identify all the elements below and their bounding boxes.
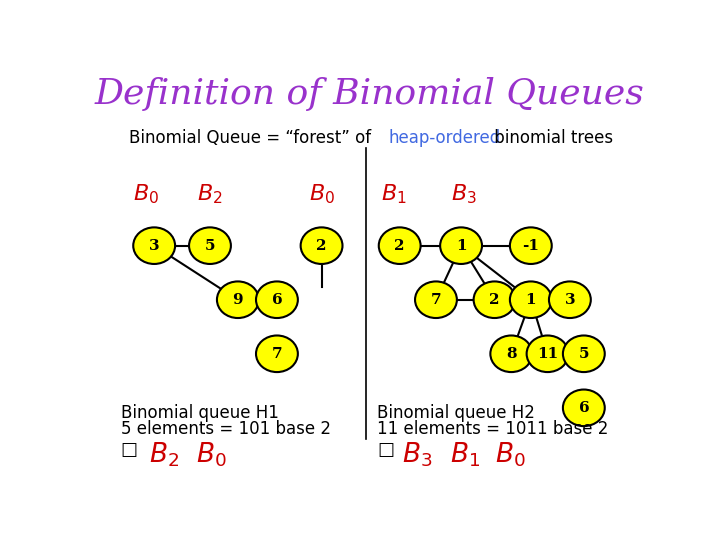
Ellipse shape [379,227,420,264]
Text: 2: 2 [395,239,405,253]
Ellipse shape [510,227,552,264]
Text: 11 elements = 1011 base 2: 11 elements = 1011 base 2 [377,420,608,438]
Text: 5: 5 [204,239,215,253]
Text: $B_0$: $B_0$ [132,183,159,206]
Ellipse shape [256,335,298,372]
Ellipse shape [301,227,343,264]
Text: heap-ordered: heap-ordered [389,129,501,147]
Text: □: □ [377,441,395,459]
Ellipse shape [510,281,552,318]
Text: Binomial Queue = “forest” of: Binomial Queue = “forest” of [129,129,377,147]
Text: 5 elements = 101 base 2: 5 elements = 101 base 2 [121,420,330,438]
Text: 6: 6 [578,401,589,415]
Text: 7: 7 [271,347,282,361]
Text: 8: 8 [506,347,517,361]
Ellipse shape [563,335,605,372]
Text: 2: 2 [490,293,500,307]
Text: 11: 11 [537,347,558,361]
Text: 3: 3 [149,239,160,253]
Ellipse shape [217,281,258,318]
Ellipse shape [415,281,457,318]
Ellipse shape [563,389,605,426]
Ellipse shape [474,281,516,318]
Text: 1: 1 [526,293,536,307]
Text: $B_1$: $B_1$ [382,183,407,206]
Text: 6: 6 [271,293,282,307]
Ellipse shape [549,281,591,318]
Text: $B_2$: $B_2$ [148,440,179,469]
Text: 1: 1 [456,239,467,253]
Text: binomial trees: binomial trees [489,129,613,147]
Text: $B_3$: $B_3$ [402,440,433,469]
Text: 3: 3 [564,293,575,307]
Text: -1: -1 [522,239,539,253]
Ellipse shape [440,227,482,264]
Text: Binomial queue H2: Binomial queue H2 [377,404,535,422]
Text: $B_2$: $B_2$ [197,183,222,206]
Text: $B_0$: $B_0$ [309,183,335,206]
Text: $B_1$: $B_1$ [450,440,480,469]
Ellipse shape [526,335,569,372]
Text: 9: 9 [233,293,243,307]
Text: $B_0$: $B_0$ [196,440,227,469]
Text: Binomial queue H1: Binomial queue H1 [121,404,279,422]
Text: 5: 5 [579,347,589,361]
Text: $B_3$: $B_3$ [451,183,477,206]
Text: □: □ [121,441,138,459]
Ellipse shape [189,227,231,264]
Ellipse shape [256,281,298,318]
Text: $B_0$: $B_0$ [495,440,525,469]
Text: 2: 2 [316,239,327,253]
Text: 7: 7 [431,293,441,307]
Ellipse shape [490,335,532,372]
Text: Definition of Binomial Queues: Definition of Binomial Queues [94,77,644,111]
Ellipse shape [133,227,175,264]
